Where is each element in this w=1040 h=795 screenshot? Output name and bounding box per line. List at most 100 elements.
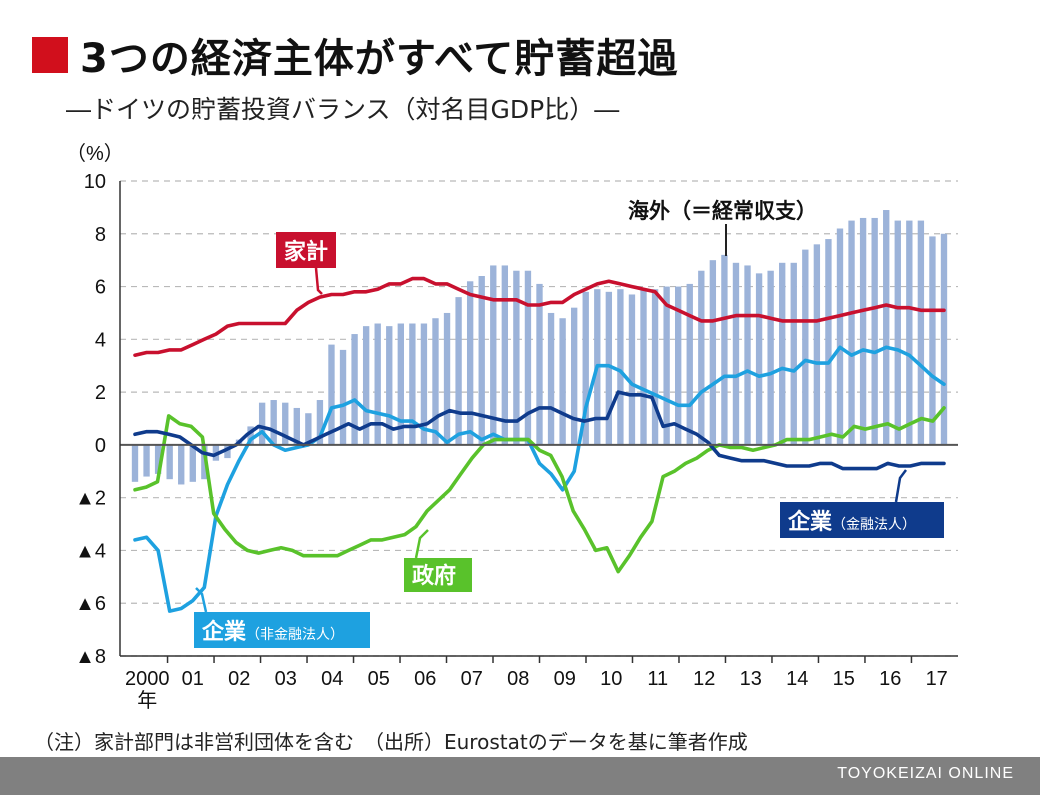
y-tick-label: ▲8 xyxy=(75,646,106,668)
bar xyxy=(686,283,693,445)
bar xyxy=(513,270,520,445)
bar xyxy=(663,286,670,445)
y-tick-label: 6 xyxy=(95,277,106,299)
label-corp-nonfin-box xyxy=(194,612,370,648)
x-tick-label: 08 xyxy=(507,668,529,690)
bar xyxy=(478,276,485,445)
bar xyxy=(282,402,289,445)
bar xyxy=(420,323,428,445)
bar xyxy=(755,273,763,445)
bar xyxy=(883,210,890,445)
bar xyxy=(316,400,324,445)
bar xyxy=(675,286,682,445)
x-tick-label: 13 xyxy=(740,668,762,690)
bar xyxy=(651,289,659,445)
x-tick-label: 09 xyxy=(554,668,576,690)
y-tick-label: 8 xyxy=(95,224,106,246)
bar xyxy=(790,262,797,445)
bar xyxy=(362,326,370,445)
label-government-text: 政府 xyxy=(412,563,456,589)
bar xyxy=(894,220,901,445)
bar xyxy=(293,407,300,445)
y-tick-label: ▲2 xyxy=(75,488,106,510)
bar xyxy=(386,326,393,445)
y-tick-label: 4 xyxy=(95,329,106,351)
x-tick-label: 02 xyxy=(228,668,250,690)
bar xyxy=(432,318,439,445)
x-tick-label: 07 xyxy=(461,668,483,690)
pointer-government xyxy=(414,529,429,559)
bar xyxy=(767,270,774,445)
x-tick-label: 06 xyxy=(414,668,436,690)
bar xyxy=(940,233,948,445)
bar xyxy=(859,217,867,445)
page-subtitle: ―ドイツの貯蓄投資バランス（対名目GDP比）― xyxy=(66,95,620,124)
line-series xyxy=(133,276,946,613)
x-tick-label: 11 xyxy=(647,668,668,690)
bar xyxy=(906,220,913,445)
label-government-box xyxy=(404,558,472,592)
source-note: （注）家計部門は非営利団体を含む （出所）Eurostatのデータを基に筆者作成 xyxy=(34,730,748,754)
label-household-box xyxy=(276,232,336,268)
bar xyxy=(709,260,717,445)
bar xyxy=(328,344,335,445)
bar xyxy=(836,228,844,445)
x-tick-label: 16 xyxy=(879,668,901,690)
pointer-corp-nonfin xyxy=(195,587,208,613)
bar xyxy=(409,323,416,445)
x-tick-label: 05 xyxy=(368,668,390,690)
x-tick-sublabel: 年 xyxy=(137,689,157,712)
pointer-household xyxy=(314,267,323,295)
label-corp-fin-subtext: （金融法人） xyxy=(832,517,916,533)
y-tick-label: 10 xyxy=(84,171,106,193)
label-corp-fin-box xyxy=(780,502,944,538)
bar xyxy=(258,402,266,445)
bar xyxy=(466,281,474,445)
bar xyxy=(559,318,566,445)
bar xyxy=(813,244,821,445)
bar xyxy=(189,444,196,482)
bar xyxy=(524,270,532,445)
x-tick-label: 14 xyxy=(786,668,808,690)
line-corp-fin xyxy=(133,390,946,471)
bar xyxy=(490,265,497,445)
y-tick-label: 2 xyxy=(95,382,106,404)
bar xyxy=(339,349,347,445)
bar xyxy=(443,312,451,445)
bar xyxy=(143,444,150,477)
bar xyxy=(628,294,636,445)
bar xyxy=(305,413,312,445)
bar xyxy=(721,254,728,445)
bar xyxy=(374,323,381,445)
label-household-text: 家計 xyxy=(284,239,328,265)
bar xyxy=(732,262,740,445)
label-corp-nonfin-subtext: （非金融法人） xyxy=(246,627,344,643)
bar xyxy=(582,291,589,445)
x-tick-label: 17 xyxy=(926,668,948,690)
x-tick-label: 04 xyxy=(321,668,343,690)
bar xyxy=(802,249,809,445)
bar xyxy=(779,262,786,445)
x-tick-label: 03 xyxy=(275,668,297,690)
bar xyxy=(154,444,162,474)
y-unit-label: （%） xyxy=(66,142,124,165)
x-tick-label: 15 xyxy=(833,668,855,690)
bar xyxy=(224,444,231,459)
x-tick-label: 12 xyxy=(693,668,715,690)
bar xyxy=(247,426,254,445)
footer-brand: TOYOKEIZAI ONLINE xyxy=(837,765,1014,782)
label-foreign: 海外（＝経常収支） xyxy=(628,199,817,223)
pointer-corp-fin xyxy=(894,469,907,503)
line-household xyxy=(133,276,946,358)
bar xyxy=(351,334,358,445)
x-tick-label: 10 xyxy=(600,668,622,690)
line-government xyxy=(133,406,946,574)
bar xyxy=(178,444,185,485)
bar xyxy=(501,265,509,445)
bar xyxy=(455,297,462,445)
axes: 10 8 6 4 2 0 ▲2 ▲4 ▲6 ▲8 （%） 2000 01 02 03 04 05 06 07 08 09… xyxy=(66,142,958,712)
bar xyxy=(605,291,613,445)
bar xyxy=(397,323,404,445)
bar xyxy=(871,217,878,445)
